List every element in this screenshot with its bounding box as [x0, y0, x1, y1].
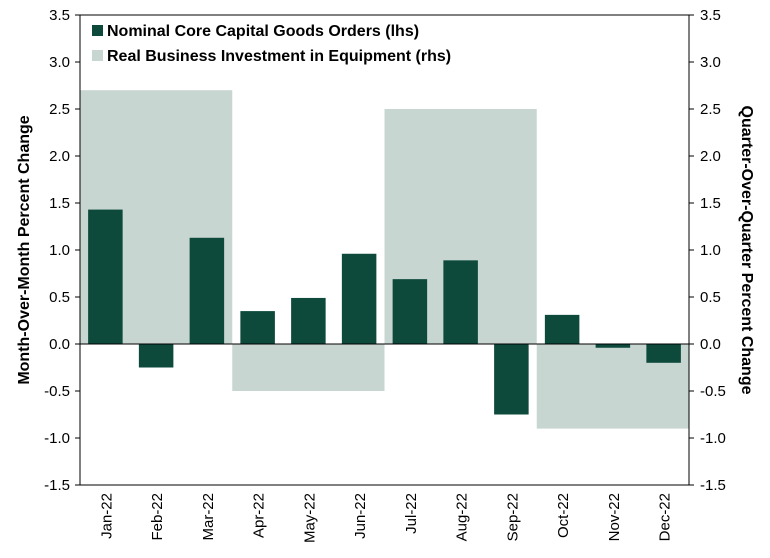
right-tick-label: -1.5 — [700, 477, 726, 494]
x-tick-label: Jul-22 — [403, 493, 420, 534]
month-bar-oct-22 — [544, 314, 580, 344]
right-tick-label: 2.5 — [700, 101, 721, 118]
right-axis-ticks: 3.5 3.0 2.5 2.0 1.5 1.0 0.5 0.0 -0.5 -1.0 -1.5 — [689, 7, 726, 494]
right-tick-label: 2.0 — [700, 148, 721, 165]
legend-label-nominal-orders: Nominal Core Capital Goods Orders (lhs) — [107, 23, 419, 40]
x-tick-label: Dec-22 — [657, 493, 674, 541]
quarter-bars — [80, 90, 689, 429]
right-tick-label: 0.0 — [700, 336, 721, 353]
month-bar-feb-22 — [138, 344, 174, 368]
x-tick-label: Sep-22 — [504, 493, 521, 541]
month-bar-jul-22 — [392, 279, 428, 344]
quarter-bar-apr-22 — [232, 344, 385, 391]
x-tick-label: Oct-22 — [555, 493, 572, 538]
legend-label-real-investment: Real Business Investment in Equipment (r… — [107, 48, 451, 65]
legend-swatch-nominal-orders — [92, 25, 103, 36]
left-tick-label: 2.5 — [49, 101, 70, 118]
right-tick-label: 1.5 — [700, 195, 721, 212]
x-axis-ticks: Jan-22 Feb-22 Mar-22 Apr-22 May-22 Jun-22 Jul-… — [98, 493, 673, 543]
left-tick-label: 1.0 — [49, 242, 70, 259]
left-tick-label: -1.5 — [44, 477, 70, 494]
x-tick-label: Apr-22 — [251, 493, 268, 538]
right-axis-title: Quarter-Over-Quarter Percent Change — [738, 106, 755, 395]
month-bar-sep-22 — [494, 344, 529, 415]
left-axis-title: Month-Over-Month Percent Change — [16, 115, 33, 384]
month-bar-dec-22 — [646, 344, 681, 363]
x-tick-label: Aug-22 — [454, 493, 471, 541]
x-tick-label: Jan-22 — [98, 493, 115, 539]
right-tick-label: 1.0 — [700, 242, 721, 259]
x-tick-label: May-22 — [301, 493, 318, 543]
month-bar-jan-22 — [88, 209, 123, 344]
monthly-bars — [88, 209, 681, 415]
left-tick-label: -0.5 — [44, 383, 70, 400]
legend-swatch-real-investment — [92, 50, 103, 61]
right-tick-label: 0.5 — [700, 289, 721, 306]
x-tick-label: Jun-22 — [352, 493, 369, 539]
left-tick-label: 0.5 — [49, 289, 70, 306]
month-bar-jun-22 — [341, 253, 377, 344]
left-tick-label: 3.0 — [49, 54, 70, 71]
left-tick-label: 2.0 — [49, 148, 70, 165]
left-tick-label: 1.5 — [49, 195, 70, 212]
x-tick-label: Feb-22 — [149, 493, 166, 541]
x-tick-label: Mar-22 — [200, 493, 217, 541]
month-bar-apr-22 — [240, 311, 275, 344]
left-tick-label: 3.5 — [49, 7, 70, 24]
month-bar-mar-22 — [189, 237, 225, 344]
right-tick-label: -0.5 — [700, 383, 726, 400]
month-bar-aug-22 — [443, 260, 478, 344]
legend: Nominal Core Capital Goods Orders (lhs) … — [92, 23, 451, 65]
right-tick-label: -1.0 — [700, 430, 726, 447]
month-bar-nov-22 — [595, 344, 631, 348]
left-tick-label: 0.0 — [49, 336, 70, 353]
left-tick-label: -1.0 — [44, 430, 70, 447]
left-axis-ticks: 3.5 3.0 2.5 2.0 1.5 1.0 0.5 0.0 -0.5 -1.0 -1.5 — [44, 7, 80, 494]
right-tick-label: 3.5 — [700, 7, 721, 24]
month-bar-may-22 — [291, 297, 326, 344]
x-tick-label: Nov-22 — [606, 493, 623, 541]
right-tick-label: 3.0 — [700, 54, 721, 71]
